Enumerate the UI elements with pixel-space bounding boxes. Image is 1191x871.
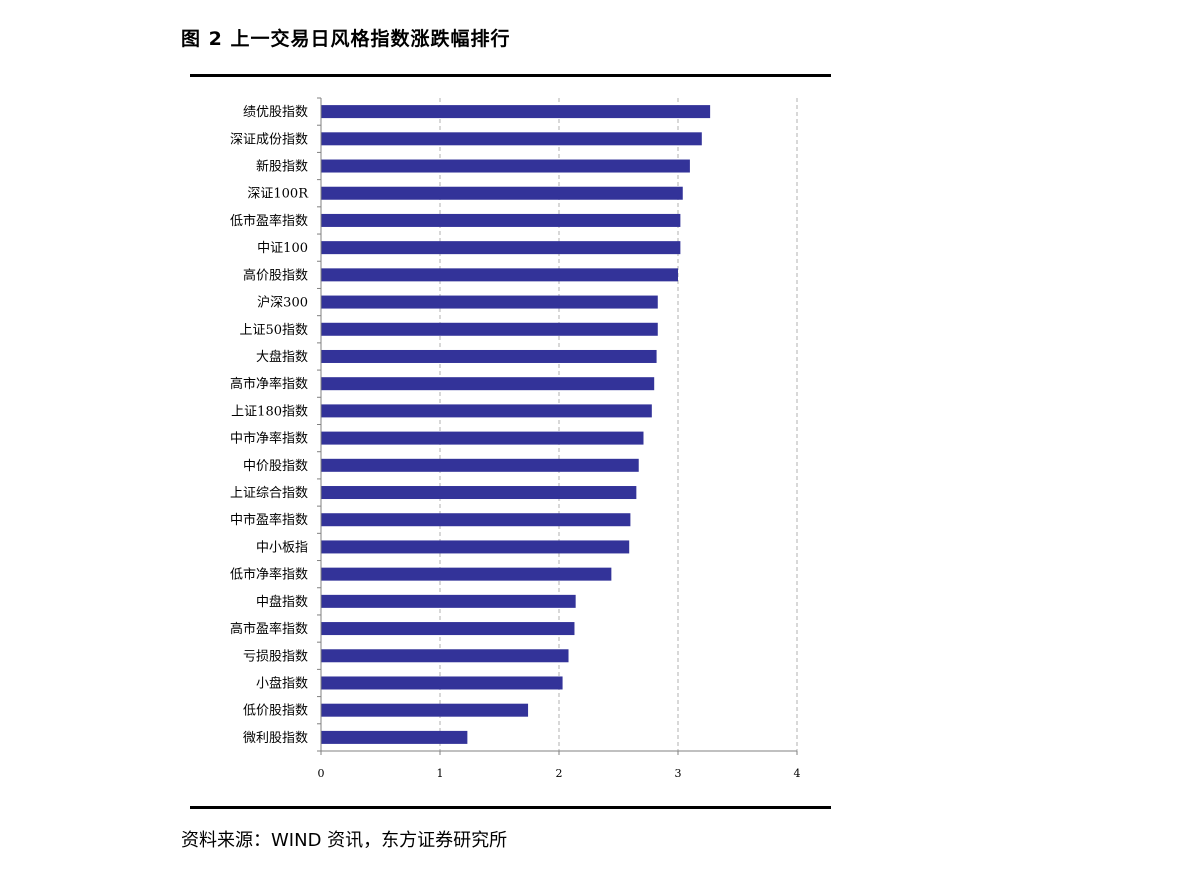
bar	[321, 349, 657, 363]
bar	[321, 730, 468, 744]
category-label: 深证成份指数	[230, 132, 308, 147]
figure-title: 图 2 上一交易日风格指数涨跌幅排行	[181, 28, 511, 50]
category-label: 上证50指数	[239, 323, 308, 338]
category-label: 高价股指数	[243, 267, 308, 283]
bar-series	[321, 105, 711, 744]
bar	[321, 486, 637, 500]
bar	[321, 540, 630, 554]
x-tick-label: 1	[437, 767, 444, 780]
grid-lines	[439, 98, 798, 751]
category-label: 中小板指	[256, 540, 308, 555]
bottom-rule	[190, 806, 831, 809]
source-note: 资料来源：WIND 资讯，东方证券研究所	[181, 830, 508, 851]
bar	[321, 241, 681, 255]
bar	[321, 295, 658, 309]
category-label: 中盘指数	[256, 594, 308, 610]
bar	[321, 594, 576, 608]
x-tick-label: 2	[556, 767, 563, 780]
category-label: 中市盈率指数	[230, 512, 308, 528]
category-label: 绩优股指数	[243, 105, 308, 120]
bar	[321, 458, 639, 472]
bar	[321, 513, 631, 527]
bar	[321, 431, 644, 445]
category-label: 沪深300	[257, 295, 308, 311]
category-label: 亏损股指数	[243, 649, 308, 664]
bar	[321, 105, 711, 119]
category-label: 低市净率指数	[230, 567, 308, 583]
axes	[317, 97, 798, 755]
bar	[321, 322, 658, 336]
bar	[321, 377, 655, 391]
category-label: 新股指数	[256, 159, 308, 175]
category-label: 大盘指数	[256, 349, 308, 365]
category-label: 上证180指数	[231, 404, 308, 419]
category-label: 小盘指数	[256, 675, 308, 691]
x-tick-labels: 0 1 2 3 4	[318, 767, 801, 780]
bar	[321, 567, 612, 581]
category-label: 微利股指数	[243, 731, 308, 746]
x-tick-label: 4	[794, 767, 801, 780]
bar	[321, 404, 652, 418]
x-tick-label: 3	[675, 767, 682, 780]
category-label: 中价股指数	[243, 459, 308, 474]
bar	[321, 186, 683, 200]
category-label: 中市净率指数	[230, 431, 308, 447]
category-label: 上证综合指数	[230, 486, 308, 501]
category-label: 深证100R	[247, 187, 309, 202]
bar	[321, 268, 678, 282]
bar	[321, 703, 529, 717]
bar	[321, 622, 575, 636]
top-rule	[190, 74, 831, 77]
bar	[321, 213, 681, 227]
bar	[321, 159, 690, 173]
category-label: 低价股指数	[243, 704, 308, 719]
category-label: 中证100	[257, 241, 308, 256]
category-label: 高市盈率指数	[230, 621, 308, 637]
bar	[321, 132, 702, 146]
bar	[321, 649, 569, 663]
category-label: 高市净率指数	[230, 376, 308, 392]
category-label: 低市盈率指数	[230, 213, 308, 229]
x-tick-label: 0	[318, 767, 325, 780]
bar	[321, 676, 563, 690]
